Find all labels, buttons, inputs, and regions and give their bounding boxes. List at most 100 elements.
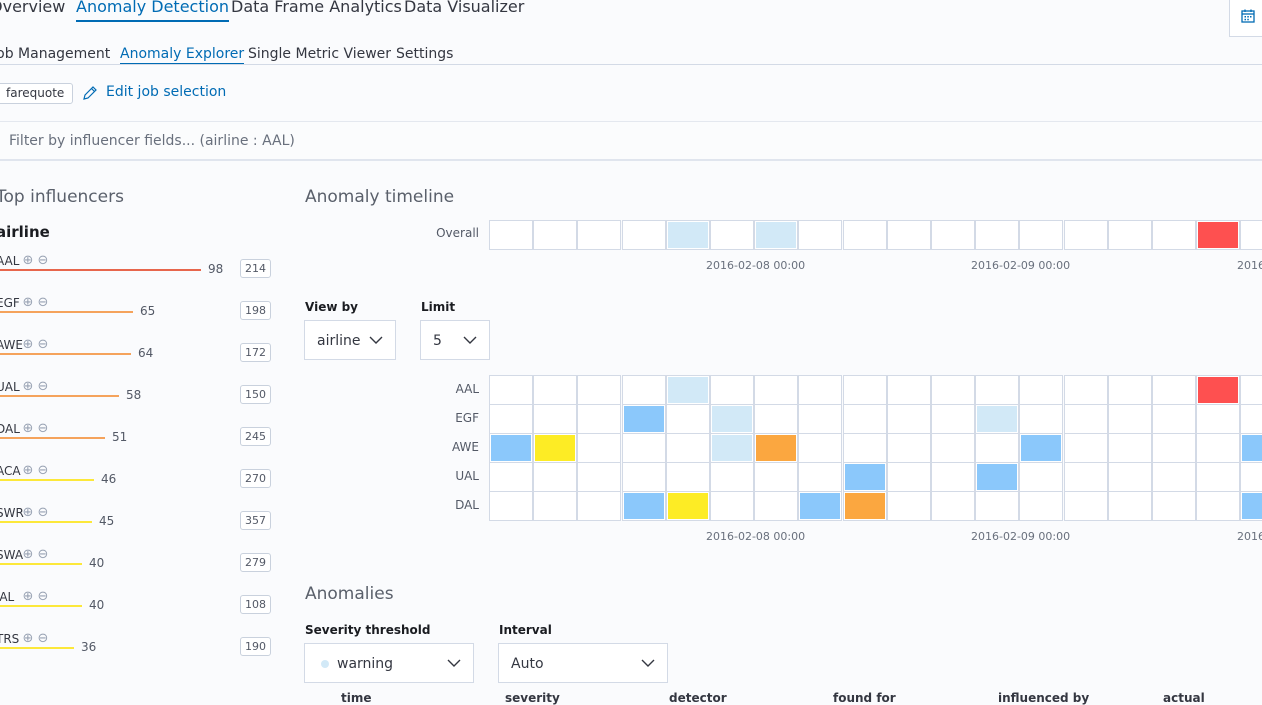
- swimlane-cell[interactable]: [710, 375, 754, 405]
- swimlane-cell[interactable]: [798, 433, 842, 463]
- swimlane-cell[interactable]: [666, 375, 710, 405]
- swimlane-cell[interactable]: [577, 462, 621, 492]
- swimlane-cell[interactable]: [1240, 375, 1262, 405]
- swimlane-cell[interactable]: [1019, 433, 1063, 463]
- swimlane-cell[interactable]: [622, 462, 666, 492]
- swimlane-cell[interactable]: [577, 220, 621, 250]
- add-filter-icon[interactable]: ⊕: [22, 463, 34, 478]
- swimlane-cell[interactable]: [489, 220, 533, 250]
- swimlane-cell[interactable]: [489, 491, 533, 521]
- swimlane-cell[interactable]: [931, 375, 975, 405]
- swimlane-cell[interactable]: [1108, 404, 1152, 434]
- swimlane-cell[interactable]: [710, 404, 754, 434]
- swimlane-cell[interactable]: [798, 491, 842, 521]
- add-filter-icon[interactable]: ⊕: [22, 589, 34, 604]
- remove-filter-icon[interactable]: ⊖: [37, 337, 49, 352]
- severity-threshold-select[interactable]: warning: [304, 643, 474, 683]
- swimlane-cell[interactable]: [622, 433, 666, 463]
- swimlane-cell[interactable]: [1152, 433, 1196, 463]
- swimlane-cell[interactable]: [931, 491, 975, 521]
- swimlane-cell[interactable]: [931, 404, 975, 434]
- swimlane-cell[interactable]: [1019, 462, 1063, 492]
- remove-filter-icon[interactable]: ⊖: [37, 421, 49, 436]
- swimlane-cell[interactable]: [754, 220, 798, 250]
- swimlane-cell[interactable]: [1240, 491, 1262, 521]
- pencil-icon[interactable]: [82, 85, 98, 101]
- column-header-detector[interactable]: detector: [669, 691, 727, 705]
- remove-filter-icon[interactable]: ⊖: [37, 505, 49, 520]
- swimlane-cell[interactable]: [1152, 220, 1196, 250]
- swimlane-cell[interactable]: [533, 462, 577, 492]
- swimlane-cell[interactable]: [975, 462, 1019, 492]
- swimlane-cell[interactable]: [798, 404, 842, 434]
- swimlane-row[interactable]: [489, 462, 1262, 493]
- column-header-influenced-by[interactable]: influenced by: [998, 691, 1090, 705]
- swimlane-cell[interactable]: [1064, 491, 1108, 521]
- subtab-job-management[interactable]: Job Management: [0, 46, 111, 62]
- swimlane-row[interactable]: [489, 375, 1262, 406]
- swimlane-cell[interactable]: [489, 375, 533, 405]
- swimlane-cell[interactable]: [1196, 404, 1240, 434]
- swimlane-cell[interactable]: [843, 375, 887, 405]
- swimlane-cell[interactable]: [1240, 462, 1262, 492]
- swimlane-cell[interactable]: [1108, 433, 1152, 463]
- swimlane-cell[interactable]: [975, 491, 1019, 521]
- swimlane-cell[interactable]: [1019, 404, 1063, 434]
- remove-filter-icon[interactable]: ⊖: [37, 631, 49, 646]
- swimlane-cell[interactable]: [887, 433, 931, 463]
- swimlane-cell[interactable]: [1108, 491, 1152, 521]
- swimlane-cell[interactable]: [622, 491, 666, 521]
- swimlane-cell[interactable]: [710, 433, 754, 463]
- column-header-actual[interactable]: actual: [1163, 691, 1205, 705]
- add-filter-icon[interactable]: ⊕: [22, 631, 34, 646]
- tab-overview[interactable]: Overview: [0, 0, 66, 16]
- swimlane-cell[interactable]: [710, 462, 754, 492]
- subtab-anomaly-explorer[interactable]: Anomaly Explorer: [120, 46, 245, 65]
- swimlane-cell[interactable]: [533, 491, 577, 521]
- influencer-filter-bar[interactable]: [0, 122, 1262, 160]
- swimlane-cell[interactable]: [1064, 220, 1108, 250]
- swimlane-cell[interactable]: [887, 404, 931, 434]
- swimlane-cell[interactable]: [1240, 220, 1262, 250]
- swimlane-cell[interactable]: [798, 220, 842, 250]
- swimlane-cell[interactable]: [622, 220, 666, 250]
- swimlane-cell[interactable]: [577, 433, 621, 463]
- column-header-severity[interactable]: severity: [505, 691, 560, 705]
- swimlane-cell[interactable]: [666, 220, 710, 250]
- swimlane-cell[interactable]: [1019, 220, 1063, 250]
- swimlane-cell[interactable]: [1152, 375, 1196, 405]
- swimlane-cell[interactable]: [666, 433, 710, 463]
- remove-filter-icon[interactable]: ⊖: [37, 463, 49, 478]
- swimlane-cell[interactable]: [533, 404, 577, 434]
- swimlane-cell[interactable]: [975, 404, 1019, 434]
- swimlane-cell[interactable]: [1108, 220, 1152, 250]
- column-header-found-for[interactable]: found for: [833, 691, 896, 705]
- tab-anomaly-detection[interactable]: Anomaly Detection: [76, 0, 229, 22]
- interval-select[interactable]: Auto: [498, 643, 668, 683]
- remove-filter-icon[interactable]: ⊖: [37, 589, 49, 604]
- job-badge[interactable]: farequote: [0, 83, 74, 104]
- remove-filter-icon[interactable]: ⊖: [37, 379, 49, 394]
- swimlane-cell[interactable]: [843, 433, 887, 463]
- swimlane-cell[interactable]: [1152, 491, 1196, 521]
- edit-job-selection-link[interactable]: Edit job selection: [106, 84, 227, 100]
- swimlane-cell[interactable]: [1196, 433, 1240, 463]
- swimlane-cell[interactable]: [975, 433, 1019, 463]
- subtab-single-metric-viewer[interactable]: Single Metric Viewer: [248, 46, 392, 62]
- influencer-filter-input[interactable]: Filter by influencer fields... (airline …: [9, 133, 295, 149]
- swimlane-cell[interactable]: [1064, 404, 1108, 434]
- swimlane-row[interactable]: [489, 491, 1262, 522]
- swimlane-cell[interactable]: [887, 220, 931, 250]
- swimlane-cell[interactable]: [622, 375, 666, 405]
- tab-data-visualizer[interactable]: Data Visualizer: [404, 0, 525, 16]
- swimlane-cell[interactable]: [843, 462, 887, 492]
- swimlane-row[interactable]: [489, 404, 1262, 435]
- swimlane-cell[interactable]: [887, 491, 931, 521]
- swimlane-cell[interactable]: [577, 375, 621, 405]
- swimlane-cell[interactable]: [754, 491, 798, 521]
- swimlane-cell[interactable]: [1196, 491, 1240, 521]
- view-by-select[interactable]: airline: [304, 320, 396, 360]
- swimlane-cell[interactable]: [1019, 491, 1063, 521]
- swimlane-cell[interactable]: [843, 220, 887, 250]
- add-filter-icon[interactable]: ⊕: [22, 379, 34, 394]
